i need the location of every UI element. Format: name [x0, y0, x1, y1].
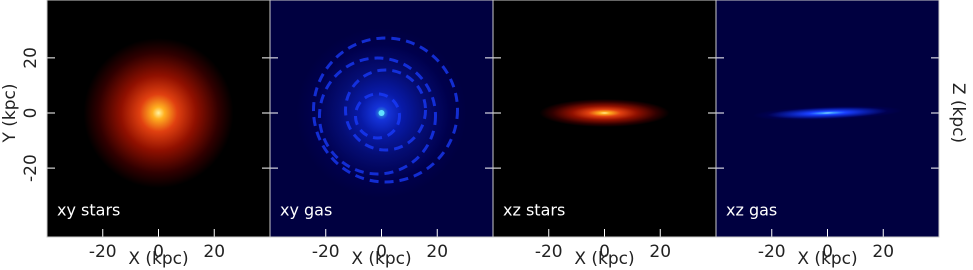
x-tick-label: 20 [426, 242, 448, 262]
x-tick-label: 20 [203, 242, 225, 262]
panel-label: xz gas [726, 201, 777, 220]
panel-label: xy stars [57, 201, 120, 220]
panel-frame [715, 0, 940, 238]
y-tick-label: 0 [21, 108, 41, 119]
x-tick-label: -20 [89, 242, 117, 262]
x-axis-label: X (kpc) [128, 249, 188, 269]
gas-arm [344, 68, 427, 152]
gas-arm [312, 36, 459, 184]
y2-axis-label: Z (kpc) [948, 83, 968, 143]
panel [270, 0, 493, 237]
y-tick-label: 20 [21, 47, 41, 69]
y-tick-label: -20 [21, 154, 41, 182]
panel [47, 0, 270, 237]
gas-core [378, 109, 385, 116]
y-axis-label: Y (kpc) [0, 83, 20, 143]
x-tick-label: 0 [153, 242, 164, 262]
x-tick-label: 0 [376, 242, 387, 262]
panel [716, 0, 939, 237]
x-tick-label: 20 [649, 242, 671, 262]
x-tick-label: 0 [822, 242, 833, 262]
panel [493, 0, 716, 237]
panel-label: xz stars [503, 201, 565, 220]
x-tick-label: 20 [872, 242, 894, 262]
x-tick-label: 0 [599, 242, 610, 262]
x-axis-label: X (kpc) [574, 249, 634, 269]
gas-arm [354, 92, 401, 140]
density-map [83, 37, 234, 188]
gas-arm [318, 56, 437, 176]
x-tick-label: -20 [312, 242, 340, 262]
x-tick-label: -20 [758, 242, 786, 262]
x-axis-label: X (kpc) [351, 249, 411, 269]
density-map [539, 98, 670, 127]
density-map [752, 105, 903, 121]
panel-label: xy gas [280, 201, 332, 220]
x-tick-label: -20 [535, 242, 563, 262]
x-axis-label: X (kpc) [797, 249, 857, 269]
